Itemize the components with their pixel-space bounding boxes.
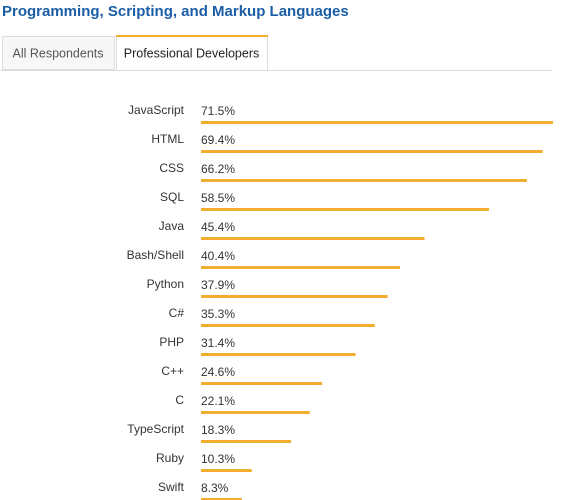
bar [201, 150, 543, 153]
value-label: 8.3% [201, 481, 229, 495]
category-label: HTML [151, 132, 184, 146]
value-label: 69.4% [201, 133, 235, 147]
category-label: SQL [160, 190, 184, 204]
value-label: 31.4% [201, 336, 235, 350]
bar [201, 469, 252, 472]
category-label: CSS [159, 161, 184, 175]
bar [201, 295, 388, 298]
category-label: C# [169, 306, 185, 320]
value-label: 35.3% [201, 307, 235, 321]
value-label: 58.5% [201, 191, 235, 205]
value-label: 10.3% [201, 452, 235, 466]
bar [201, 208, 489, 211]
bar [201, 266, 400, 269]
tab[interactable] [2, 36, 115, 70]
category-label: PHP [159, 335, 184, 349]
bar [201, 324, 375, 327]
bar [201, 121, 553, 124]
category-label: Java [159, 219, 185, 233]
bar [201, 179, 527, 182]
tab-active-indicator [116, 35, 268, 37]
value-label: 22.1% [201, 394, 235, 408]
tab-label[interactable]: All Respondents [12, 46, 103, 60]
value-label: 71.5% [201, 104, 235, 118]
value-label: 24.6% [201, 365, 235, 379]
value-label: 40.4% [201, 249, 235, 263]
category-label: JavaScript [128, 103, 185, 117]
category-label: Python [147, 277, 184, 291]
category-label: Ruby [156, 451, 184, 465]
tab[interactable] [116, 36, 268, 71]
bar [201, 411, 310, 414]
value-label: 18.3% [201, 423, 235, 437]
category-label: Bash/Shell [127, 248, 184, 262]
chart-title: Programming, Scripting, and Markup Langu… [2, 3, 349, 20]
category-label: TypeScript [127, 422, 184, 436]
bar [201, 498, 242, 500]
tab-label[interactable]: Professional Developers [124, 46, 260, 60]
bar [201, 440, 292, 443]
bar [201, 353, 356, 356]
value-label: 66.2% [201, 162, 235, 176]
category-label: C [175, 393, 184, 407]
value-label: 37.9% [201, 278, 235, 292]
bar [201, 382, 323, 385]
category-label: Swift [158, 480, 185, 494]
value-label: 45.4% [201, 220, 235, 234]
category-label: C++ [161, 364, 184, 378]
bar [201, 237, 425, 240]
